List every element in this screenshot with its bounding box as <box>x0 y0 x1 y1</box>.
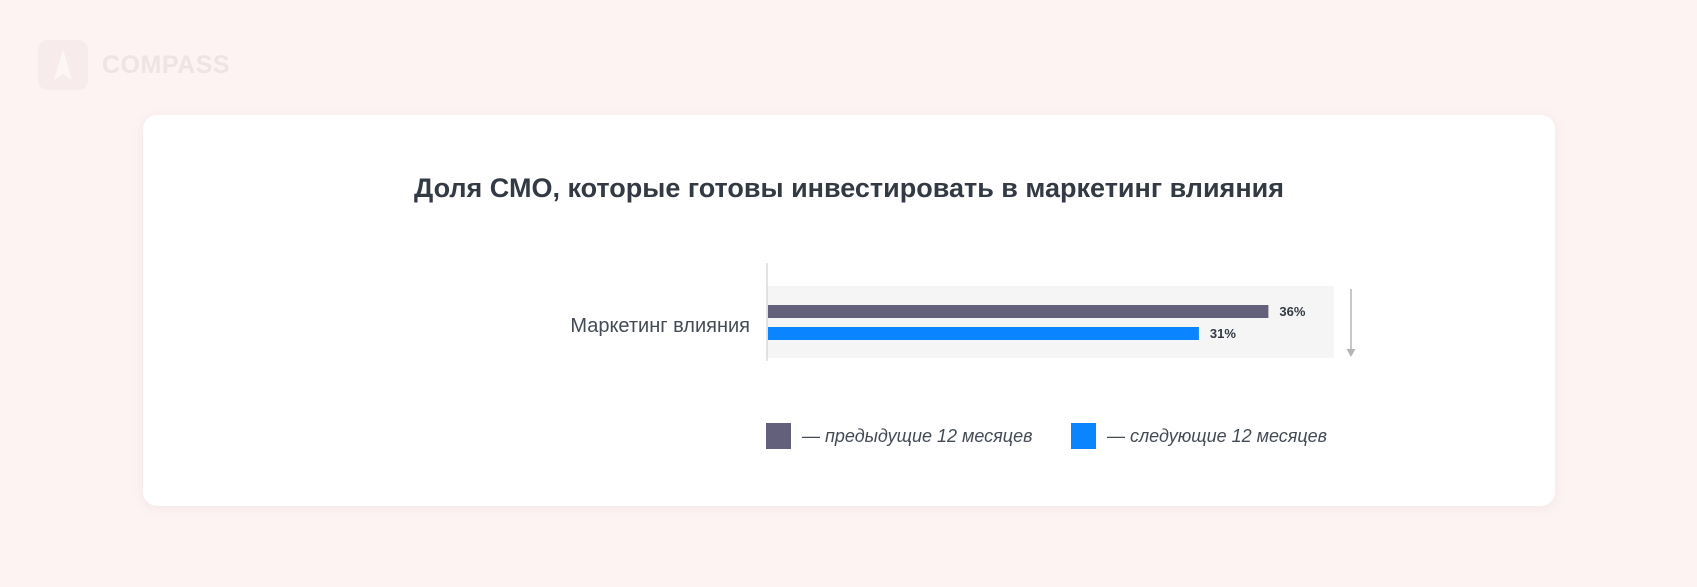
arrow-down-icon <box>1346 349 1356 357</box>
legend-item-next: — следующие 12 месяцев <box>1071 423 1327 449</box>
data-label: 36% <box>1279 304 1305 319</box>
bar-next <box>768 327 1199 340</box>
compass-logo: COMPASS <box>38 40 230 90</box>
legend-swatch-previous <box>766 423 791 449</box>
chart-title: Доля СМО, которые готовы инвестировать в… <box>414 173 1284 203</box>
bar-chart: Маркетинг влияния 36% 31% <box>570 263 1356 361</box>
compass-arrow-icon <box>38 40 88 90</box>
data-label: 31% <box>1210 326 1236 341</box>
legend-swatch-next <box>1071 423 1096 449</box>
legend-item-previous: — предыдущие 12 месяцев <box>766 423 1033 449</box>
chart-card: Доля СМО, которые готовы инвестировать в… <box>143 115 1555 506</box>
bar-previous <box>768 305 1269 318</box>
legend-label-next: — следующие 12 месяцев <box>1107 425 1328 446</box>
category-band <box>767 286 1334 358</box>
category-label: Маркетинг влияния <box>570 315 750 337</box>
legend-label-previous: — предыдущие 12 месяцев <box>802 425 1033 446</box>
logo-text: COMPASS <box>102 50 231 79</box>
